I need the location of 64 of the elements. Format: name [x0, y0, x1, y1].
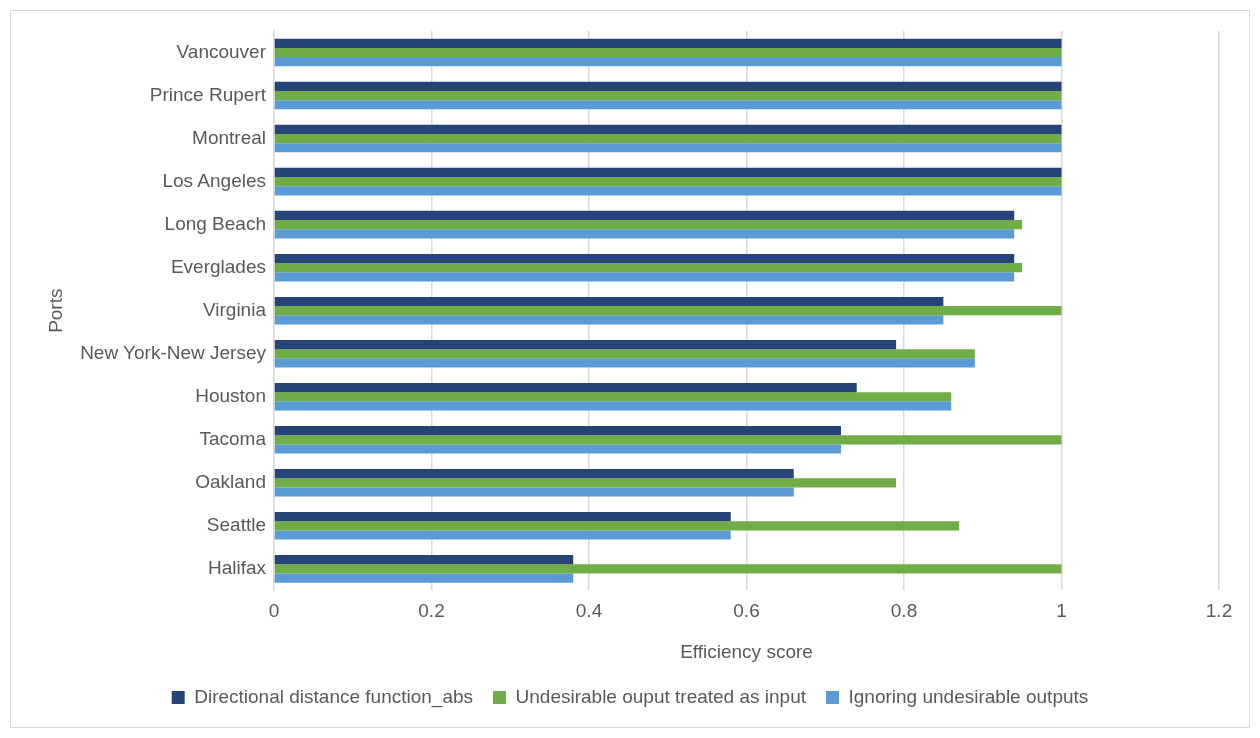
- bar: [274, 143, 1062, 153]
- bar: [274, 210, 1015, 221]
- bar: [274, 47, 1062, 58]
- y-tick-label: Montreal: [192, 126, 266, 148]
- bar: [274, 401, 952, 411]
- bar: [274, 57, 1062, 67]
- bar: [274, 186, 1062, 196]
- bar: [274, 296, 944, 307]
- y-tick-label: Houston: [195, 385, 266, 406]
- bar: [274, 81, 1062, 91]
- y-tick-label: Everglades: [170, 255, 266, 277]
- bar: [274, 392, 952, 402]
- x-axis-title: Efficiency score: [680, 640, 813, 662]
- y-tick-label: Tacoma: [199, 428, 267, 450]
- bar: [274, 512, 731, 522]
- bar: [274, 530, 731, 540]
- bar: [274, 133, 1062, 144]
- bar: [274, 306, 1062, 316]
- y-tick-label: New York-New Jersey: [80, 341, 267, 363]
- bar: [274, 90, 1062, 101]
- bar: [274, 349, 975, 359]
- y-tick-label: Long Beach: [164, 212, 266, 234]
- bar: [274, 469, 794, 479]
- y-tick-label: Virginia: [202, 298, 267, 320]
- bar: [274, 521, 960, 531]
- bar: [274, 229, 1015, 239]
- legend-label: Ignoring undesirable outputs: [848, 685, 1089, 707]
- x-tick-label: 0.6: [733, 600, 760, 622]
- bar: [274, 220, 1023, 230]
- bar: [274, 339, 897, 350]
- legend-label: Undesirable ouput treated as input: [515, 685, 807, 707]
- bar: [274, 315, 944, 325]
- bar: [274, 487, 794, 497]
- bar: [274, 382, 857, 393]
- y-tick-label: Los Angeles: [162, 169, 266, 191]
- bar: [274, 272, 1015, 282]
- legend-label: Directional distance function_abs: [194, 685, 474, 708]
- bar: [274, 100, 1062, 110]
- bar: [274, 124, 1062, 134]
- bar: [274, 444, 841, 454]
- y-tick-label: Prince Rupert: [149, 83, 267, 105]
- x-tick-label: 0.8: [890, 600, 918, 622]
- bar: [274, 435, 1062, 445]
- y-tick-label: Oakland: [195, 471, 266, 493]
- bar: [274, 177, 1062, 187]
- bar: [274, 358, 975, 368]
- x-tick-label: 1: [1056, 600, 1067, 622]
- x-tick-label: 1.2: [1205, 600, 1233, 622]
- y-tick-label: Seattle: [206, 514, 266, 536]
- bar: [274, 38, 1062, 48]
- bar: [274, 573, 574, 583]
- bar: [274, 555, 574, 565]
- bar: [274, 426, 841, 436]
- bar: [274, 564, 1062, 574]
- y-tick-label: Halifax: [207, 557, 267, 579]
- y-tick-label: Vancouver: [176, 40, 267, 62]
- y-axis-title: Ports: [44, 288, 66, 333]
- x-tick-label: 0.4: [575, 600, 603, 622]
- bar: [274, 253, 1015, 264]
- bar: [274, 478, 897, 488]
- x-tick-label: 0.2: [418, 600, 445, 622]
- x-tick-label: 0: [268, 600, 280, 622]
- bar: [274, 263, 1023, 273]
- bar: [274, 167, 1062, 178]
